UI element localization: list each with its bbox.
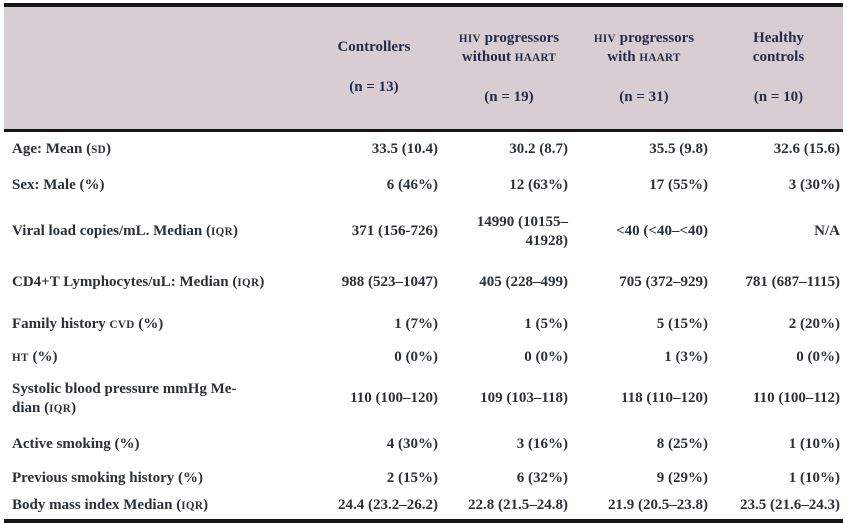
clinical-characteristics-table: Controllers (n = 13) hiv progressors wit… [4, 3, 843, 523]
header-row: Controllers (n = 13) hiv progressors wit… [4, 5, 843, 132]
column-title: hiv progressors with haart [593, 29, 695, 66]
table-row-ht: ht (%) 0 (0%) 0 (0%) 1 (3%) 0 (0%) [4, 343, 843, 373]
cell-value: 0 (0%) [524, 349, 568, 366]
table-row-viral-load: Viral load copies/mL. Median (iqr) 371 (… [4, 205, 843, 259]
cell-value: 12 (63%) [509, 177, 568, 194]
row-label: Age: Mean (sd) [12, 140, 111, 157]
cell-value: 23.5 (21.6–24.3) [740, 497, 840, 514]
table-row-previous-smoking: Previous smoking history (%) 2 (15%) 6 (… [4, 465, 843, 493]
column-header-progressors-without-haart: hiv progressors without haart (n = 19) [444, 5, 574, 132]
row-label: ht (%) [12, 349, 58, 366]
column-header-controllers: Controllers (n = 13) [304, 5, 444, 132]
cell-value: 24.4 (23.2–26.2) [338, 497, 438, 514]
cell-value: 6 (32%) [516, 470, 568, 487]
column-header-healthy-controls: Healthy controls (n = 10) [714, 5, 843, 132]
cell-value: 1 (10%) [788, 436, 840, 453]
table-row-family-history-cvd: Family history cvd (%) 1 (7%) 1 (5%) 5 (… [4, 307, 843, 343]
table-row-systolic-bp: Systolic blood pressure mmHg Me- dian (i… [4, 373, 843, 425]
cell-value: 30.2 (8.7) [509, 140, 568, 157]
table-row-active-smoking: Active smoking (%) 4 (30%) 3 (16%) 8 (25… [4, 425, 843, 465]
row-label: Systolic blood pressure mmHg Me- dian (i… [12, 380, 237, 416]
cell-value: 2 (15%) [386, 470, 438, 487]
row-label: CD4+T Lymphocytes/uL: Median (iqr) [12, 274, 265, 291]
column-title: Healthy controls [752, 29, 805, 66]
cell-value: 110 (100–112) [752, 390, 840, 407]
cell-value: 6 (46%) [386, 177, 438, 194]
cell-value: 14990 (10155– 41928) [476, 213, 568, 249]
table-row-bmi: Body mass index Median (iqr) 24.4 (23.2–… [4, 493, 843, 521]
cell-value: 118 (110–120) [620, 390, 708, 407]
cell-value: 1 (7%) [394, 316, 438, 333]
cell-value: 33.5 (10.4) [371, 140, 438, 157]
cell-value: 0 (0%) [796, 349, 840, 366]
cell-value: 21.9 (20.5–23.8) [608, 497, 708, 514]
cell-value: 22.8 (21.5–24.8) [468, 497, 568, 514]
cell-value: 17 (55%) [649, 177, 708, 194]
cell-value: 781 (687–1115) [745, 274, 840, 291]
column-header-progressors-with-haart: hiv progressors with haart (n = 31) [574, 5, 714, 132]
row-label: Sex: Male (%) [12, 177, 105, 194]
table-row-age: Age: Mean (sd) 33.5 (10.4) 30.2 (8.7) 35… [4, 131, 843, 167]
cell-value: 9 (29%) [656, 470, 708, 487]
cell-value: 1 (5%) [524, 316, 568, 333]
cell-value: 705 (372–929) [619, 274, 708, 291]
cell-value: 405 (228–499) [479, 274, 568, 291]
column-n-count: (n = 31) [619, 89, 669, 105]
cell-value: 109 (103–118) [480, 390, 568, 407]
header-empty-cell [4, 5, 304, 132]
cell-value: 8 (25%) [656, 436, 708, 453]
cell-value: 2 (20%) [788, 316, 840, 333]
column-n-count: (n = 10) [753, 89, 804, 105]
table-row-cd4-lymphocytes: CD4+T Lymphocytes/uL: Median (iqr) 988 (… [4, 259, 843, 307]
cell-value: 371 (156-726) [351, 223, 438, 240]
row-label: Viral load copies/mL. Median (iqr) [12, 223, 238, 240]
column-title: Controllers [337, 39, 411, 56]
column-n-count: (n = 19) [484, 89, 534, 105]
cell-value: 1 (3%) [664, 349, 708, 366]
cell-value: 35.5 (9.8) [649, 140, 708, 157]
cell-value: 3 (16%) [516, 436, 568, 453]
row-label: Body mass index Median (iqr) [12, 497, 209, 514]
row-label: Active smoking (%) [12, 436, 140, 453]
cell-value: 988 (523–1047) [341, 274, 438, 291]
column-title: hiv progressors without haart [458, 29, 560, 66]
cell-value: 110 (100–120) [350, 390, 438, 407]
cell-value: 1 (10%) [788, 470, 840, 487]
table-row-sex: Sex: Male (%) 6 (46%) 12 (63%) 17 (55%) … [4, 167, 843, 205]
cell-value: 4 (30%) [386, 436, 438, 453]
column-n-count: (n = 13) [349, 79, 399, 96]
cell-value: 0 (0%) [394, 349, 438, 366]
cell-value: N/A [814, 223, 840, 240]
cell-value: 5 (15%) [656, 316, 708, 333]
cell-value: <40 (<40–<40) [616, 223, 708, 240]
row-label: Previous smoking history (%) [12, 470, 203, 487]
cell-value: 3 (30%) [788, 177, 840, 194]
row-label: Family history cvd (%) [12, 316, 164, 333]
cell-value: 32.6 (15.6) [773, 140, 840, 157]
